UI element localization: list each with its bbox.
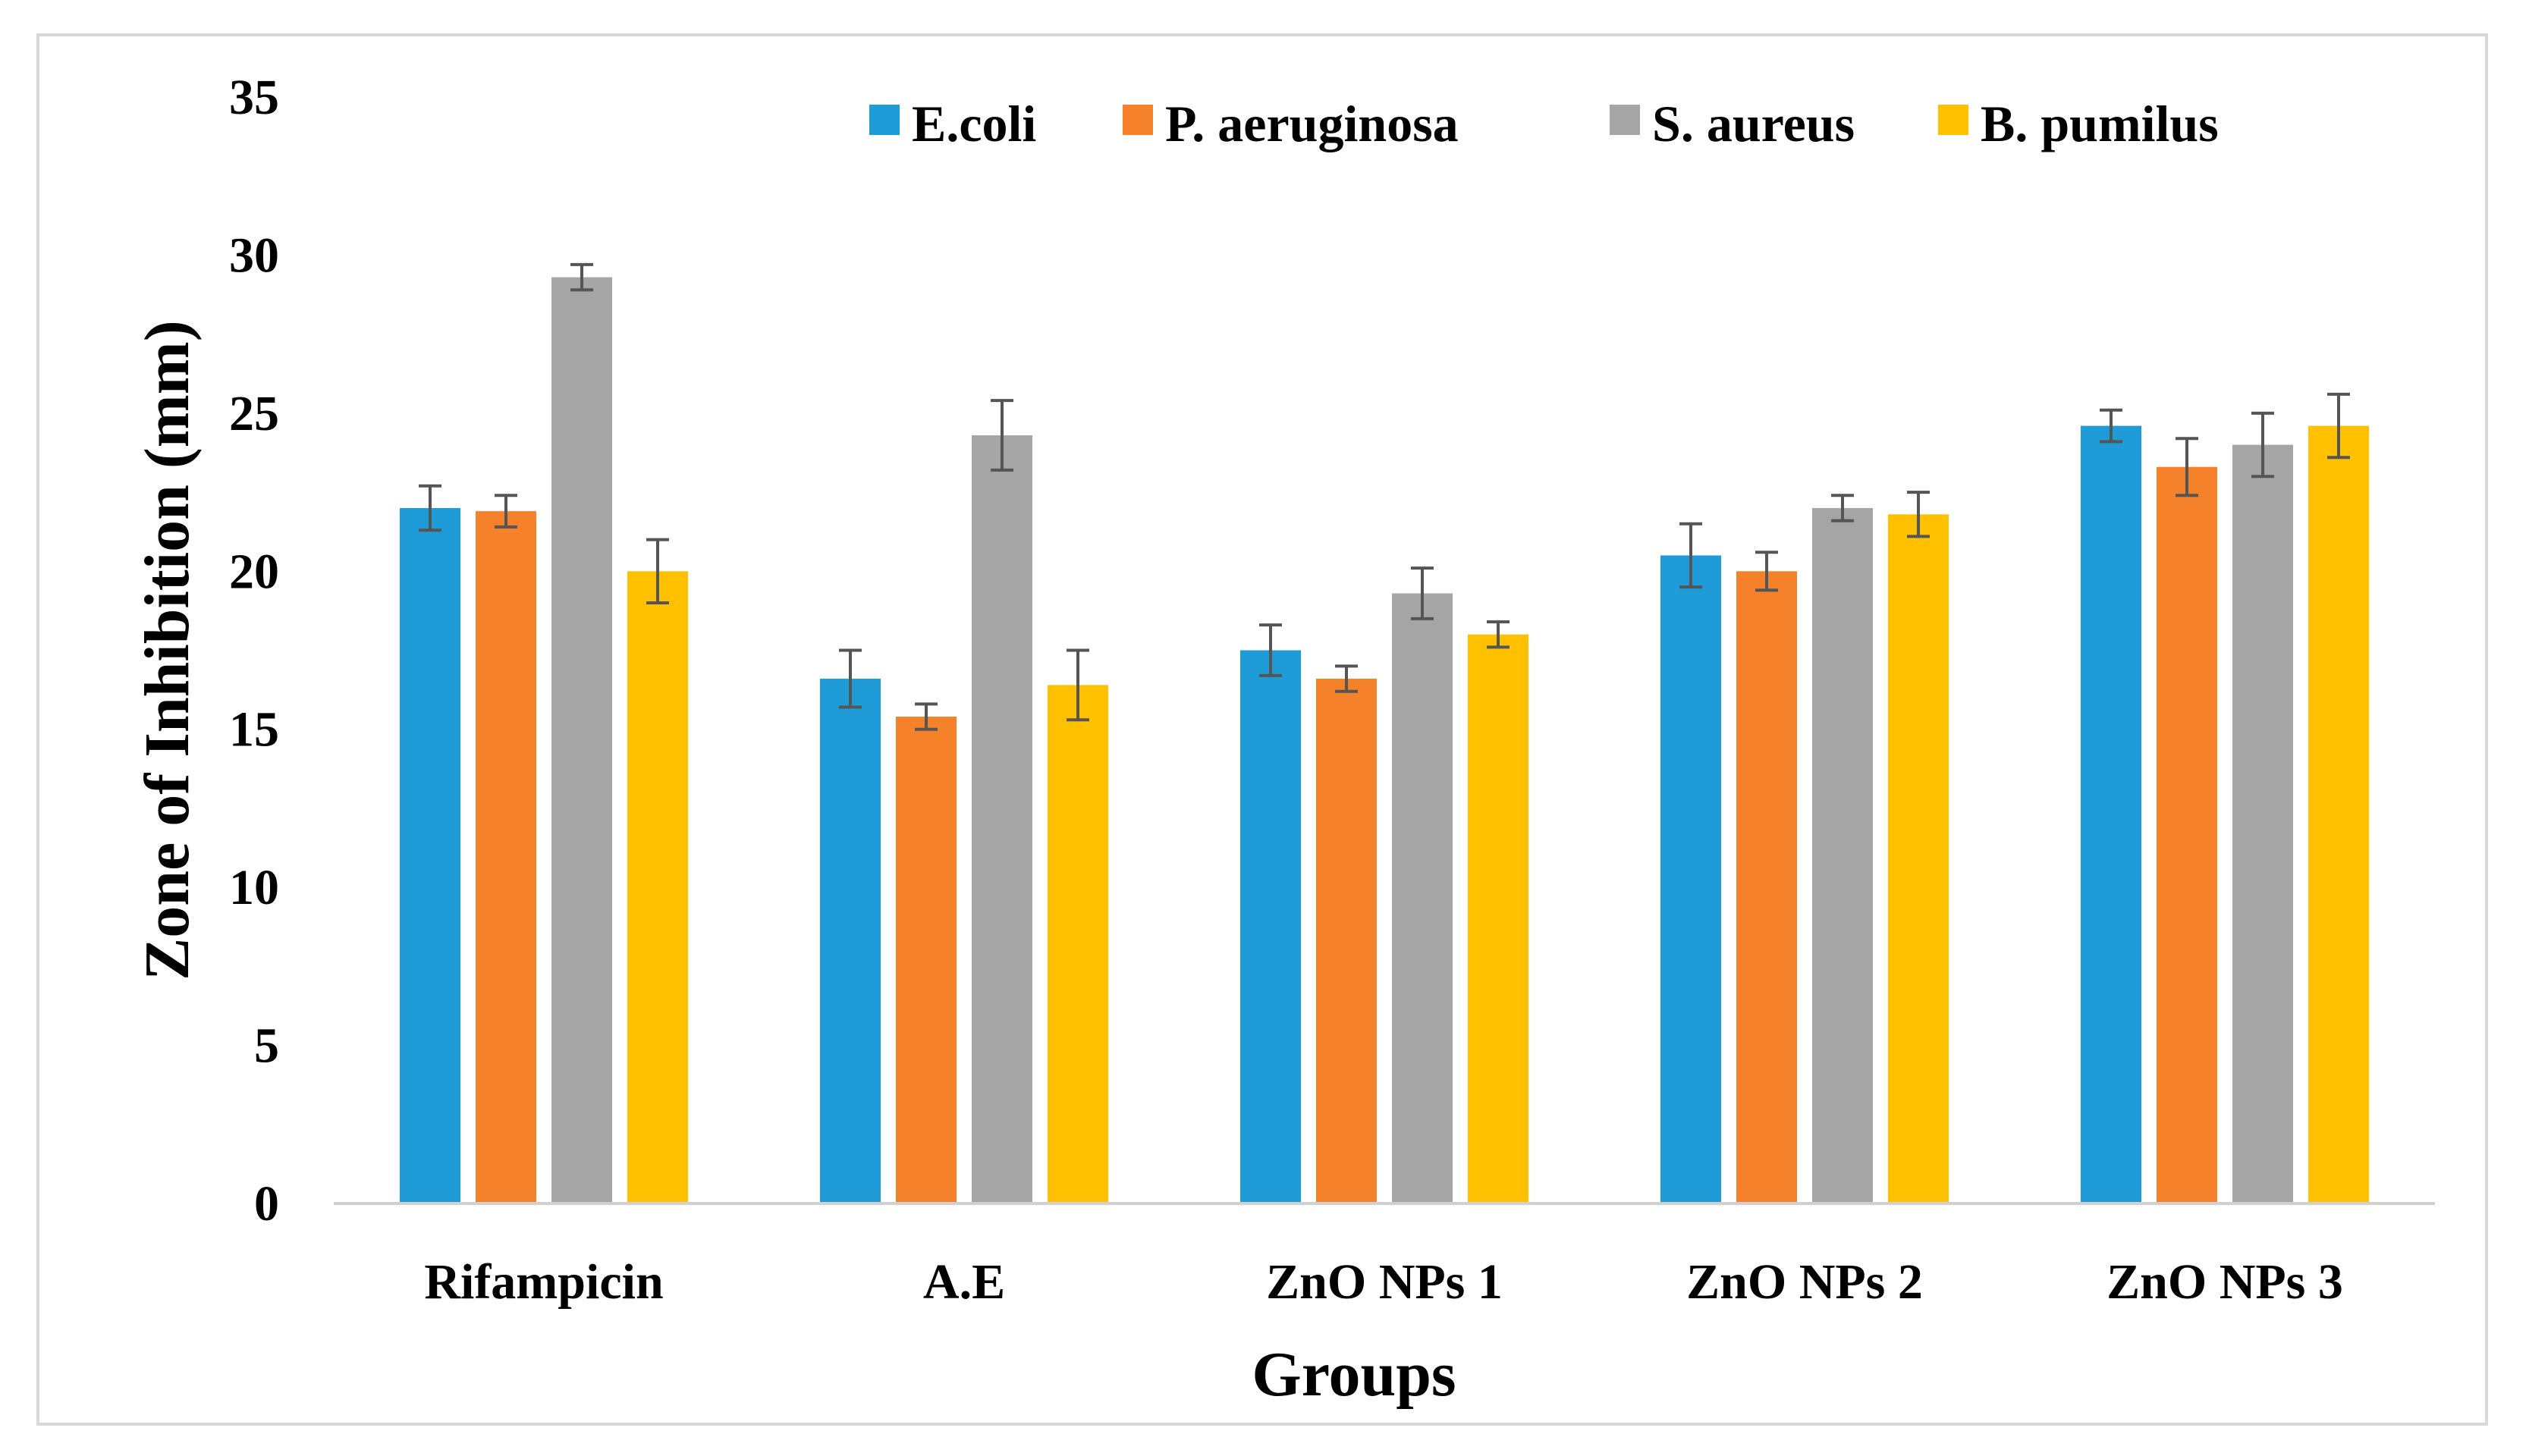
legend-swatch [1610,105,1640,135]
bar-b-pumilus-3 [1888,514,1949,1203]
error-bar [646,538,669,604]
bar-p-aeruginosa-2 [1316,679,1377,1203]
bar-b-pumilus-1 [1048,685,1108,1203]
error-bar [2251,411,2274,479]
legend-label: S. aureus [1652,95,1855,152]
legend-label: P. aeruginosa [1165,95,1459,152]
bar-e-coli-4 [2081,425,2141,1203]
legend-item-b-pumilus: B. pumilus [1938,95,2219,152]
bar-b-pumilus-0 [627,571,688,1203]
bar-e-coli-0 [400,507,460,1203]
y-tick-label: 25 [229,386,279,441]
bars-layer [400,277,2369,1203]
x-axis-title: Groups [1252,1339,1456,1410]
legend-label: B. pumilus [1981,95,2219,152]
error-bar [1335,664,1358,693]
y-tick-label: 5 [254,1018,279,1074]
bar-s-aureus-3 [1812,507,1873,1203]
y-tick-label: 20 [229,544,279,599]
bar-e-coli-3 [1660,555,1721,1203]
error-bar [1907,491,1930,538]
error-bar [991,399,1013,472]
bar-s-aureus-1 [972,435,1032,1203]
x-tick-label: ZnO NPs 2 [1686,1254,1923,1310]
legend-item-s-aureus: S. aureus [1610,95,1855,152]
x-tick-label: Rifampicin [424,1254,663,1310]
x-tick-label: A.E [923,1254,1005,1310]
error-bar [1831,494,1854,522]
error-bar [1259,623,1282,677]
bar-s-aureus-0 [551,277,612,1203]
error-bar [1755,551,1778,592]
error-bar [2176,437,2198,497]
error-bar [2100,408,2122,444]
error-bar [495,494,517,529]
bar-s-aureus-4 [2232,444,2293,1203]
error-bar [1411,566,1434,620]
legend-swatch [1938,105,1968,135]
bar-b-pumilus-4 [2308,425,2369,1203]
bar-p-aeruginosa-4 [2157,466,2217,1203]
error-bar [1679,522,1702,589]
bar-p-aeruginosa-3 [1736,571,1797,1203]
error-bar [1487,620,1510,649]
y-tick-label: 0 [254,1176,279,1232]
error-bar [2327,392,2350,460]
y-tick-label: 15 [229,702,279,758]
x-tick-label: ZnO NPs 3 [2106,1254,2343,1310]
y-tick-label: 35 [229,70,279,125]
bar-p-aeruginosa-1 [896,717,957,1203]
bar-e-coli-1 [820,679,881,1203]
legend-label: E.coli [912,95,1036,152]
bar-s-aureus-2 [1392,593,1453,1203]
x-axis-ticks: Rifampicin A.E ZnO NPs 1 ZnO NPs 2 ZnO NPs 3 [424,1254,2343,1310]
legend-swatch [1123,105,1153,135]
y-tick-label: 10 [229,860,279,915]
error-bars-layer [419,262,2350,731]
error-bar [915,702,938,731]
bar-e-coli-2 [1240,650,1301,1203]
y-tick-label: 30 [229,228,279,283]
legend-swatch [869,105,900,135]
y-axis-title: Zone of Inhibition (mm) [132,320,203,980]
error-bar [419,484,441,532]
error-bar [1067,648,1089,722]
legend: E.coli P. aeruginosa S. aureus B. pumilus [869,95,2219,152]
y-axis-ticks: 0 5 10 15 20 25 30 35 [229,70,279,1232]
error-bar [570,262,593,292]
error-bar [839,648,862,709]
legend-item-p-aeruginosa: P. aeruginosa [1123,95,1459,152]
x-tick-label: ZnO NPs 1 [1266,1254,1503,1310]
legend-item-e-coli: E.coli [869,95,1036,152]
bar-p-aeruginosa-0 [476,511,536,1203]
bar-b-pumilus-2 [1468,634,1528,1203]
